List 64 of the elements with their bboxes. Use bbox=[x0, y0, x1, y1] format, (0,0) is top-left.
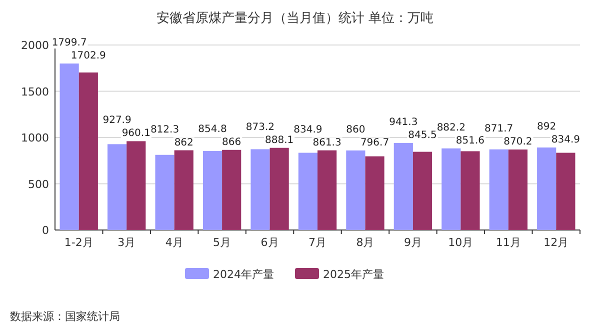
bar bbox=[442, 148, 461, 230]
data-label: 866 bbox=[222, 136, 242, 148]
bar bbox=[298, 152, 318, 230]
bar bbox=[78, 72, 98, 230]
data-label: 862 bbox=[174, 137, 194, 148]
data-label: 812.3 bbox=[150, 124, 180, 136]
bar bbox=[346, 150, 366, 230]
data-label: 873.2 bbox=[246, 122, 275, 133]
bar bbox=[250, 149, 270, 230]
bar bbox=[508, 150, 528, 230]
bar bbox=[126, 141, 146, 230]
x-tick-label: 1-2月 bbox=[64, 236, 94, 249]
legend-label: 2024年产量 bbox=[213, 268, 274, 281]
bar bbox=[270, 148, 289, 230]
y-tick-label: 1500 bbox=[21, 85, 49, 98]
data-label: 960.1 bbox=[122, 128, 150, 140]
bar bbox=[222, 150, 242, 230]
data-label: 851.6 bbox=[456, 135, 485, 146]
x-tick-label: 11月 bbox=[496, 236, 521, 249]
data-label: 796.7 bbox=[360, 137, 390, 148]
data-label: 860 bbox=[346, 124, 366, 136]
x-tick-label: 4月 bbox=[165, 236, 184, 249]
data-label: 1702.9 bbox=[70, 50, 106, 62]
y-tick-label: 500 bbox=[28, 178, 49, 191]
data-label: 834.9 bbox=[551, 134, 580, 146]
y-tick-label: 2000 bbox=[21, 39, 49, 52]
data-label: 1799.7 bbox=[52, 38, 87, 49]
bar bbox=[155, 154, 174, 230]
data-label: 892 bbox=[537, 121, 556, 132]
data-label: 861.3 bbox=[312, 137, 342, 148]
bar bbox=[412, 152, 432, 230]
bar bbox=[460, 151, 480, 230]
data-label: 871.7 bbox=[484, 123, 514, 134]
data-label: 834.9 bbox=[294, 124, 322, 136]
bar bbox=[394, 142, 413, 230]
source-note: 数据来源：国家统计局 bbox=[10, 310, 120, 323]
bar bbox=[489, 149, 508, 230]
data-label: 927.9 bbox=[102, 115, 132, 126]
legend-label: 2025年产量 bbox=[323, 268, 384, 281]
data-label: 882.2 bbox=[436, 122, 466, 134]
bar bbox=[537, 147, 556, 230]
x-tick-label: 5月 bbox=[213, 236, 232, 249]
x-tick-label: 12月 bbox=[544, 236, 569, 249]
x-tick-label: 6月 bbox=[260, 236, 279, 249]
x-tick-label: 8月 bbox=[356, 236, 374, 249]
data-label: 854.8 bbox=[198, 124, 227, 135]
y-tick-label: 0 bbox=[42, 224, 49, 237]
x-tick-label: 3月 bbox=[118, 236, 136, 249]
x-tick-label: 7月 bbox=[308, 236, 326, 249]
bar bbox=[202, 150, 222, 230]
chart-title: 安徽省原煤产量分月（当月值）统计 单位：万吨 bbox=[156, 10, 434, 26]
bar bbox=[174, 150, 194, 230]
bar bbox=[365, 156, 384, 230]
data-label: 845.5 bbox=[408, 130, 437, 141]
bar bbox=[108, 144, 127, 230]
x-tick-label: 9月 bbox=[404, 236, 422, 249]
bar bbox=[60, 64, 79, 230]
x-tick-label: 10月 bbox=[448, 236, 474, 249]
bar bbox=[318, 150, 337, 230]
data-label: 870.2 bbox=[504, 136, 532, 148]
data-label: 941.3 bbox=[389, 116, 418, 128]
y-tick-label: 1000 bbox=[21, 132, 49, 144]
bar bbox=[556, 152, 576, 230]
data-label: 888.1 bbox=[265, 134, 294, 146]
